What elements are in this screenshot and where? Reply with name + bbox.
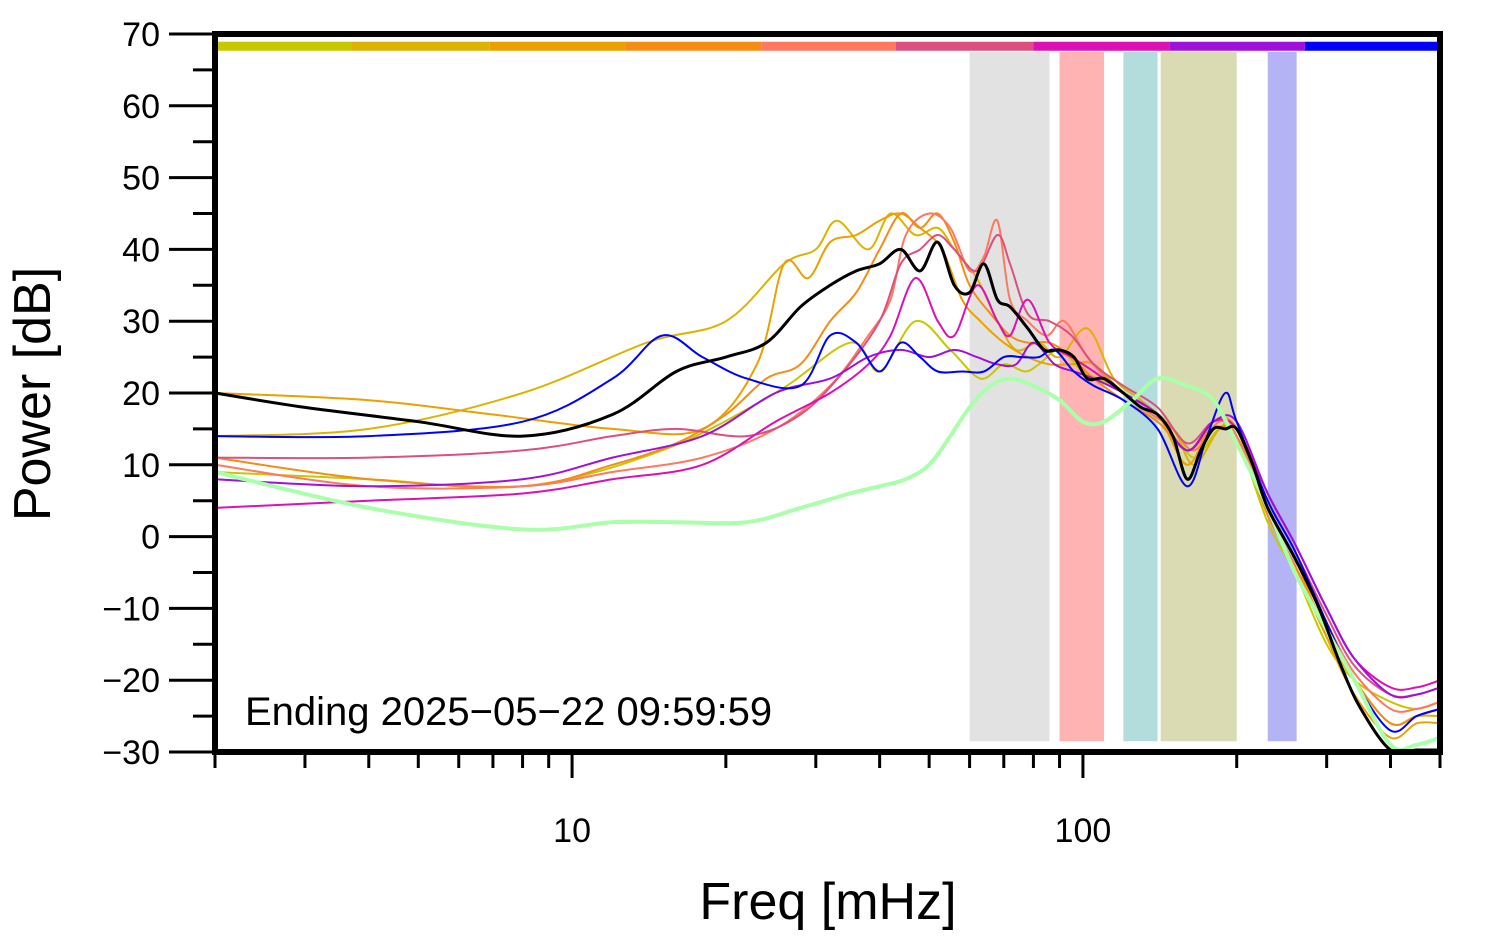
series-line-9 xyxy=(214,331,1441,733)
y-tick-label: −10 xyxy=(102,590,160,628)
y-tick-label: 50 xyxy=(122,160,160,198)
band-5 xyxy=(1267,51,1297,742)
series-lines xyxy=(213,212,1442,755)
timestamp-annotation: Ending 2025−05−22 09:59:59 xyxy=(245,690,772,734)
y-tick-label: 20 xyxy=(122,375,160,413)
y-tick-label: 30 xyxy=(122,303,160,341)
frequency-bands xyxy=(969,51,1297,742)
plot-frame xyxy=(212,31,1443,755)
series-line-11 xyxy=(213,240,1442,755)
x-axis-title: Freq [mHz] xyxy=(699,873,956,931)
y-tick-label: 10 xyxy=(122,447,160,485)
series-line-8 xyxy=(214,341,1441,699)
series-line-10 xyxy=(213,376,1442,752)
y-tick-label: −20 xyxy=(102,662,160,700)
y-tick-label: 70 xyxy=(122,16,160,54)
x-tick-label: 10 xyxy=(553,812,591,850)
x-axis-ticks: 10 100 xyxy=(213,752,1442,850)
y-tick-label: 40 xyxy=(122,231,160,269)
y-axis-title: Power [dB] xyxy=(4,267,62,521)
y-tick-label: −30 xyxy=(102,734,160,772)
band-1 xyxy=(969,51,1050,742)
band-2 xyxy=(1059,51,1105,742)
y-tick-label: 0 xyxy=(141,519,160,557)
y-axis-ticks: 70 60 50 40 30 20 10 0 −10 −20 −30 xyxy=(102,16,215,772)
y-tick-label: 60 xyxy=(122,88,160,126)
band-4 xyxy=(1160,51,1237,742)
x-tick-label: 100 xyxy=(1055,812,1112,850)
